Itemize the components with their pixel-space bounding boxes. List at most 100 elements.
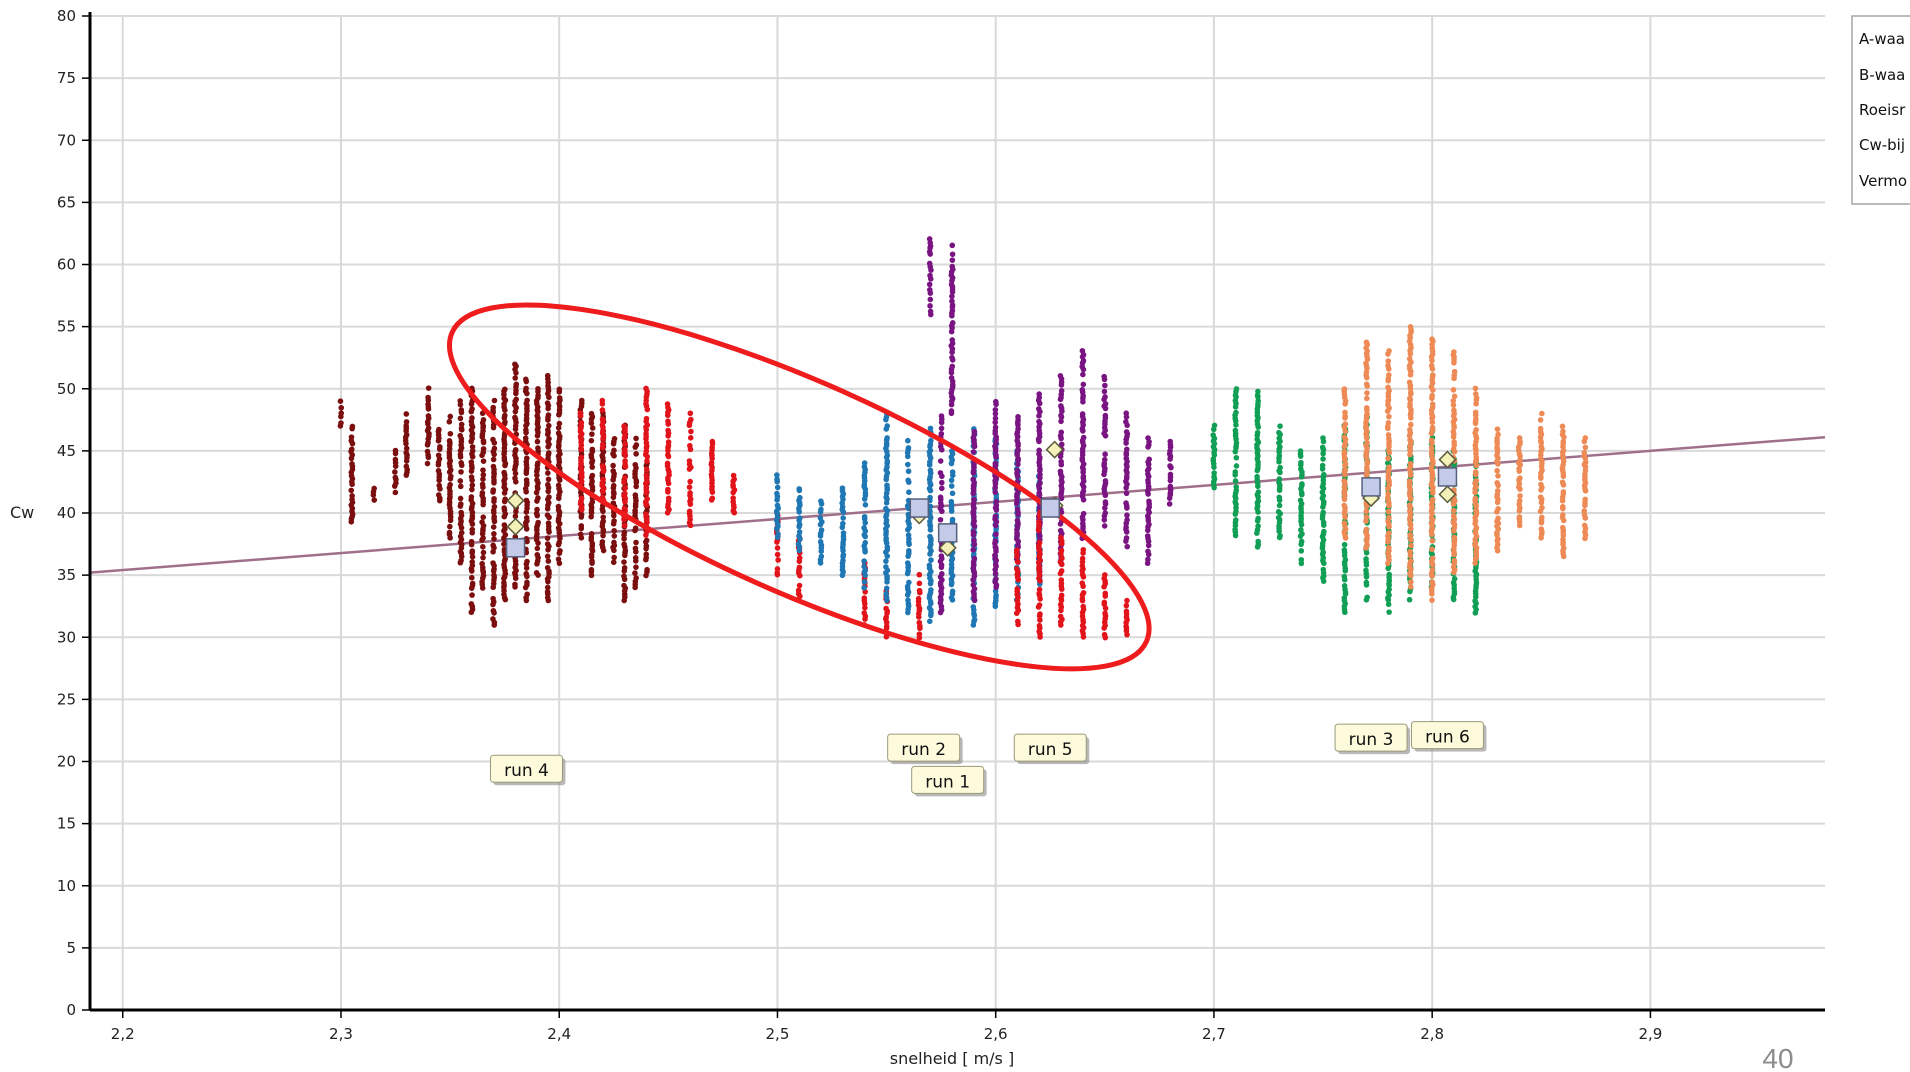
data-point (1080, 371, 1086, 378)
data-point (1451, 557, 1458, 564)
data-point (709, 495, 716, 502)
data-point (906, 547, 912, 554)
data-point (970, 476, 976, 483)
data-point (1102, 572, 1108, 578)
data-point (611, 539, 617, 546)
data-point (1233, 386, 1240, 392)
data-point (927, 296, 934, 303)
data-point (490, 456, 497, 463)
data-point (1277, 464, 1283, 471)
data-point (447, 523, 453, 530)
data-point (992, 406, 999, 413)
data-point (1473, 426, 1479, 433)
legend-item-b: B-waa (1859, 66, 1905, 84)
data-point (1015, 426, 1021, 432)
data-point (490, 436, 496, 443)
data-point (1429, 555, 1436, 562)
data-point (1363, 567, 1369, 574)
data-point (1233, 454, 1240, 461)
data-point (1320, 456, 1326, 462)
data-point (1298, 556, 1305, 563)
data-point (1516, 514, 1523, 520)
data-point (861, 460, 868, 466)
data-point (589, 472, 596, 479)
data-point (1538, 481, 1544, 488)
data-point (1539, 504, 1545, 511)
data-point (1123, 429, 1130, 435)
data-point (915, 595, 922, 602)
data-point (546, 422, 552, 429)
data-point (861, 579, 868, 585)
y-tick-label: 30 (57, 628, 76, 646)
data-point (1495, 473, 1501, 479)
data-point (1255, 489, 1262, 495)
data-point (1145, 542, 1152, 549)
data-point (927, 533, 933, 540)
y-tick-label: 5 (66, 939, 76, 957)
data-point (840, 530, 847, 536)
data-point (817, 539, 824, 545)
data-point (1123, 500, 1129, 506)
data-point (611, 554, 617, 561)
data-point (545, 470, 551, 476)
data-point (1428, 514, 1435, 521)
data-point (1102, 400, 1109, 407)
data-point (588, 410, 595, 417)
data-point (621, 423, 627, 430)
data-point (535, 445, 541, 451)
data-point (774, 502, 781, 509)
data-point (993, 576, 999, 582)
data-point (1472, 391, 1479, 397)
run-label-text: run 1 (925, 772, 970, 792)
data-point (1079, 555, 1086, 562)
data-point (633, 442, 640, 448)
data-point (926, 260, 933, 267)
data-point (610, 468, 617, 474)
data-point (1014, 467, 1021, 474)
y-tick-label: 20 (57, 753, 76, 771)
data-point (993, 452, 999, 458)
data-point (1057, 613, 1064, 620)
data-point (862, 605, 868, 611)
data-point (1473, 507, 1479, 514)
data-point (425, 425, 432, 431)
data-point (1363, 339, 1370, 346)
data-point (1407, 324, 1414, 330)
data-point (926, 281, 933, 288)
data-point (1582, 444, 1589, 451)
data-point (1341, 541, 1348, 548)
data-point (1080, 434, 1087, 441)
data-point (1408, 389, 1414, 396)
data-point (948, 498, 955, 505)
data-point (1080, 473, 1087, 480)
data-point (1277, 532, 1283, 539)
data-point (480, 514, 487, 520)
data-point (524, 397, 530, 404)
data-point (578, 523, 585, 529)
data-point (588, 530, 595, 537)
data-point (1036, 490, 1043, 496)
data-point (1385, 420, 1392, 426)
data-point (840, 557, 846, 564)
data-point (392, 456, 399, 463)
data-point (491, 503, 498, 510)
data-point (1255, 398, 1262, 404)
data-point (600, 518, 607, 524)
data-point (949, 354, 955, 361)
data-point (599, 416, 606, 423)
data-point (534, 506, 540, 513)
data-point (621, 475, 628, 481)
data-point (1517, 475, 1523, 481)
data-point (1123, 410, 1130, 416)
data-point (578, 478, 585, 485)
data-point (796, 564, 803, 571)
data-point (1036, 602, 1043, 608)
y-tick-label: 10 (57, 877, 76, 895)
data-point (1363, 518, 1369, 524)
data-point (796, 521, 803, 528)
data-point (555, 503, 562, 510)
data-point (797, 494, 803, 501)
data-point (949, 490, 956, 497)
data-point (928, 557, 934, 563)
data-point (840, 552, 847, 558)
